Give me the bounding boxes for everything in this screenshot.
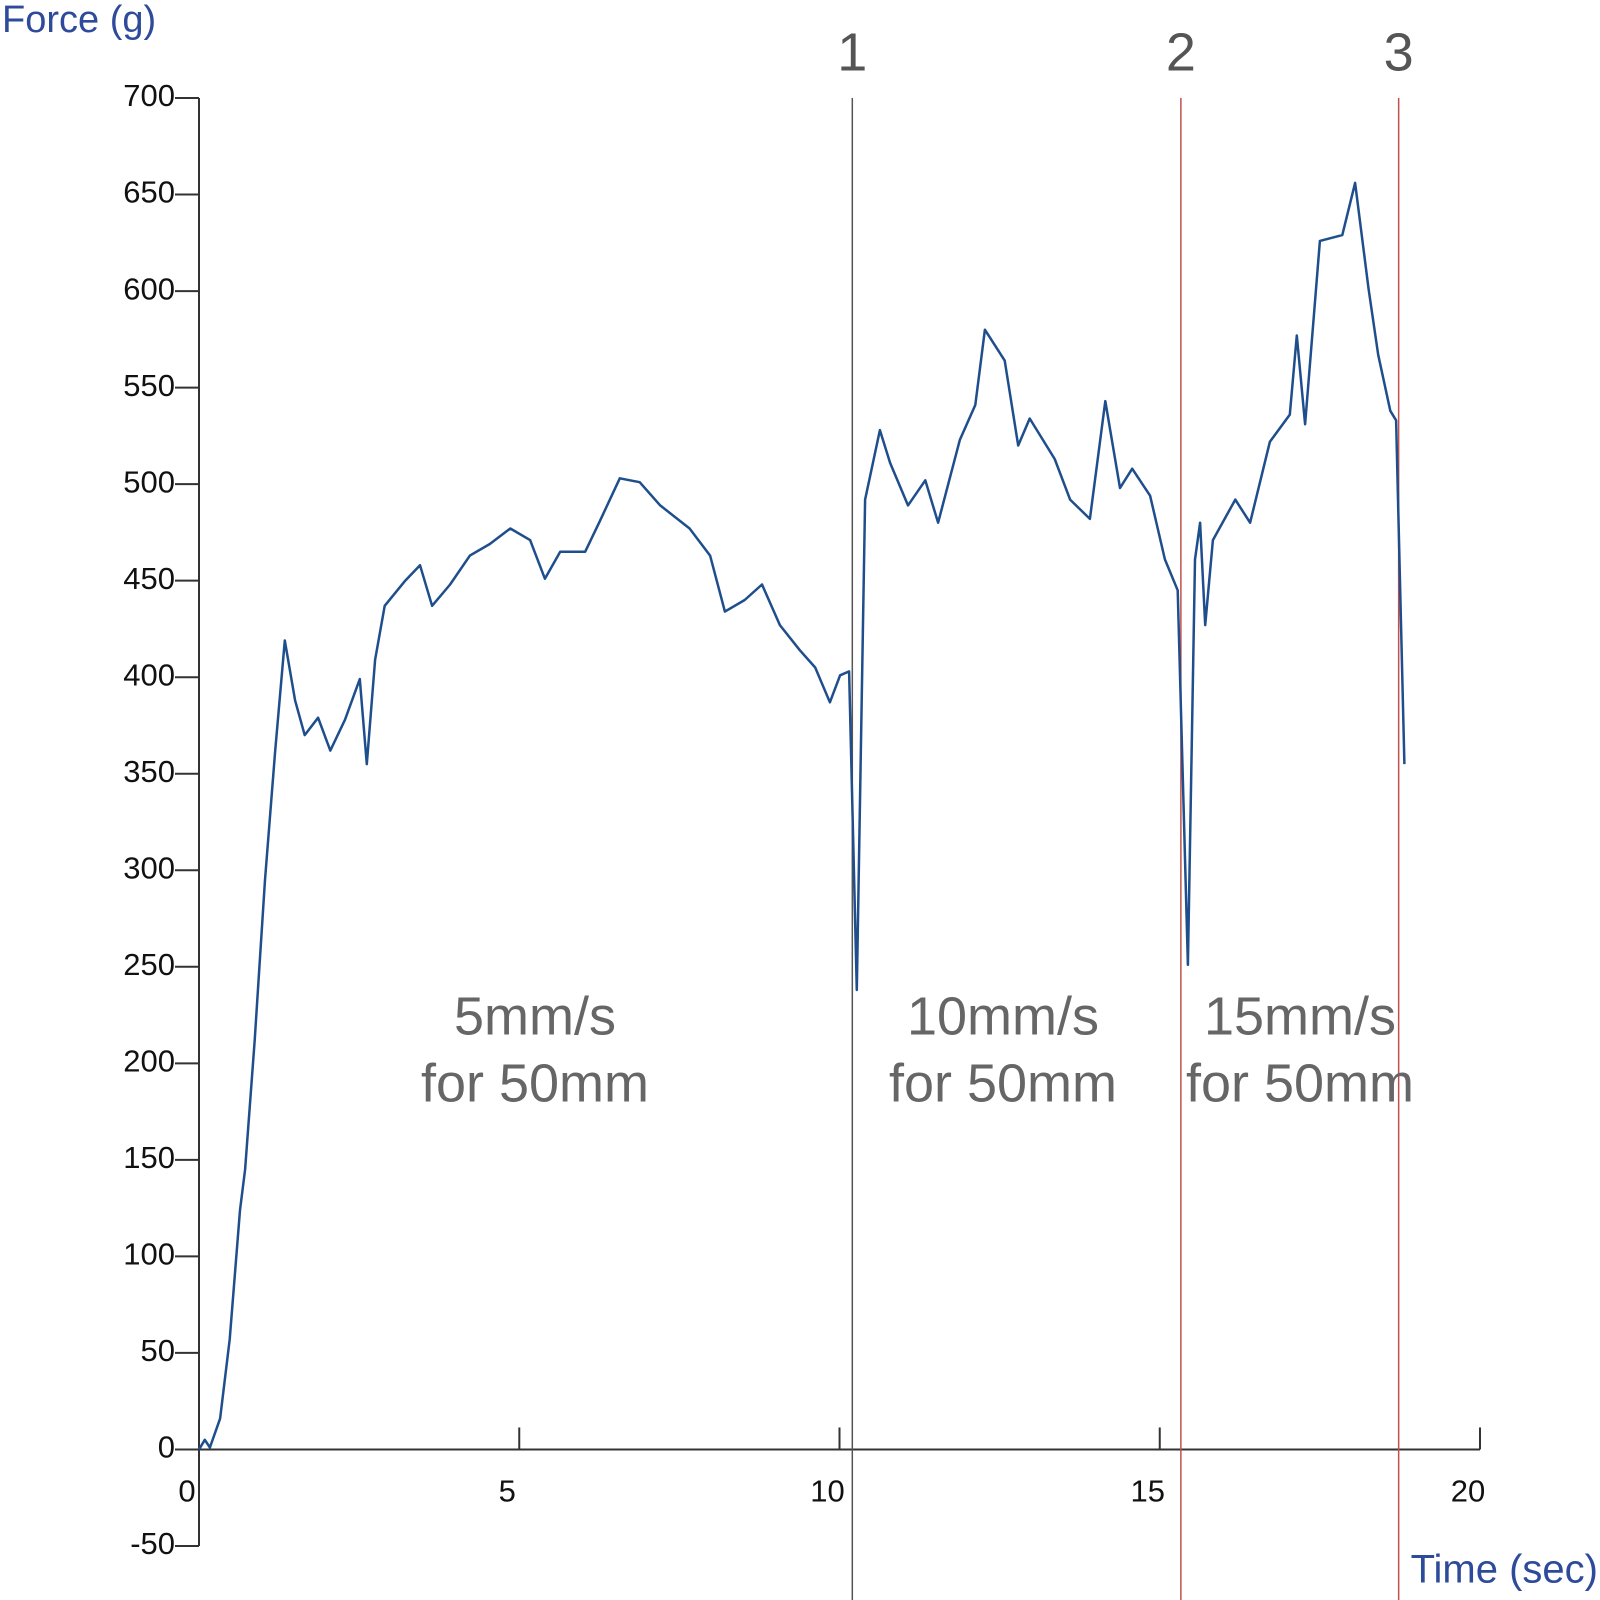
annotation: for 50mm (889, 1053, 1117, 1113)
y-tick-label: 550 (123, 368, 175, 403)
y-tick-label: 650 (123, 175, 175, 210)
y-tick-label: 350 (123, 754, 175, 789)
y-tick-label: 100 (123, 1237, 175, 1272)
y-tick-label: 300 (123, 850, 175, 885)
annotation: for 50mm (1186, 1053, 1414, 1113)
y-tick-label: 700 (123, 78, 175, 113)
x-axis-label: Time (sec) (1411, 1548, 1598, 1592)
x-tick-label: 5 (499, 1474, 516, 1509)
annotation: 15mm/s (1204, 986, 1396, 1046)
y-tick-label: 150 (123, 1140, 175, 1175)
annotation: 10mm/s (907, 986, 1099, 1046)
marker-label: 2 (1166, 22, 1196, 82)
y-tick-label: 0 (158, 1430, 175, 1465)
y-tick-label: 200 (123, 1044, 175, 1079)
y-tick-label: 500 (123, 464, 175, 499)
y-tick-label: 50 (141, 1333, 175, 1368)
annotation: 5mm/s (454, 986, 616, 1046)
data-line (197, 181, 1406, 1451)
y-tick-label: 400 (123, 657, 175, 692)
marker-label: 1 (837, 22, 867, 82)
x-tick-label: 10 (810, 1474, 844, 1509)
marker-label: 3 (1384, 22, 1414, 82)
x-tick-label: 0 (178, 1474, 195, 1509)
x-tick-label: 20 (1451, 1474, 1485, 1509)
x-tick-label: 15 (1131, 1474, 1165, 1509)
y-tick-label: -50 (130, 1526, 175, 1561)
annotation: for 50mm (421, 1053, 649, 1113)
y-axis-label: Force (g) (2, 0, 156, 41)
y-tick-label: 450 (123, 561, 175, 596)
y-tick-label: 250 (123, 947, 175, 982)
y-tick-label: 600 (123, 271, 175, 306)
